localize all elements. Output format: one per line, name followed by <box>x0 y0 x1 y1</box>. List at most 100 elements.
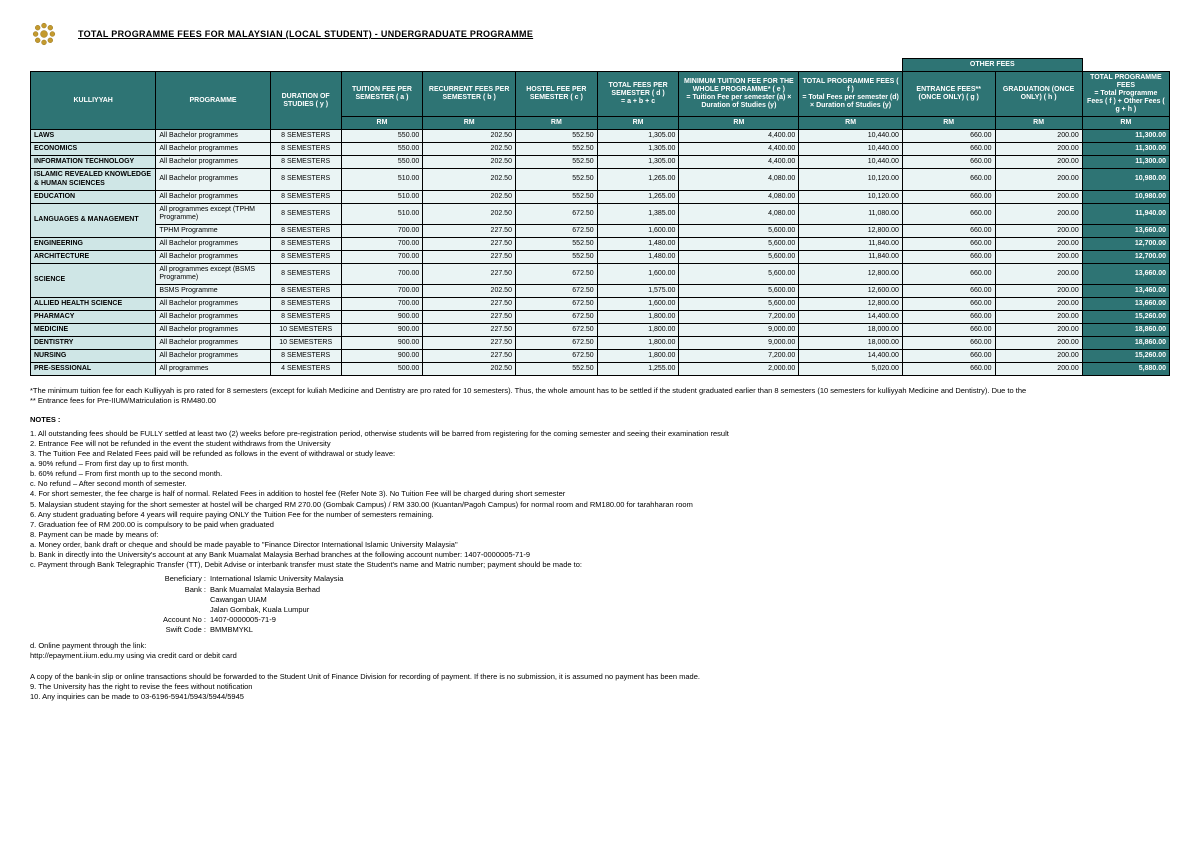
note-line: 8. Payment can be made by means of: <box>30 530 1170 540</box>
graduation-cell: 200.00 <box>995 237 1082 250</box>
tuition-cell: 550.00 <box>341 130 423 143</box>
note-line: 9. The University has the right to revis… <box>30 682 1170 692</box>
fees-table: OTHER FEES KULLIYYAH PROGRAMME DURATION … <box>30 58 1170 376</box>
kulliyyah-cell: ALLIED HEALTH SCIENCE <box>31 297 156 310</box>
total-sem-cell: 1,265.00 <box>597 190 679 203</box>
duration-cell: 8 SEMESTERS <box>270 284 341 297</box>
recurrent-cell: 202.50 <box>423 363 516 376</box>
table-row: LANGUAGES & MANAGEMENTAll programmes exc… <box>31 203 1170 224</box>
min-tuition-cell: 5,600.00 <box>679 250 799 263</box>
min-tuition-cell: 7,200.00 <box>679 350 799 363</box>
col-total-prog-fees: TOTAL PROGRAMME FEES ( f ) = Total Fees … <box>799 72 903 117</box>
kulliyyah-cell: SCIENCE <box>31 263 156 297</box>
table-row: INFORMATION TECHNOLOGYAll Bachelor progr… <box>31 156 1170 169</box>
recurrent-cell: 202.50 <box>423 130 516 143</box>
total-prog-fees-cell: 11,080.00 <box>799 203 903 224</box>
duration-cell: 8 SEMESTERS <box>270 203 341 224</box>
total-sem-cell: 1,600.00 <box>597 297 679 310</box>
table-row: PHARMACYAll Bachelor programmes8 SEMESTE… <box>31 311 1170 324</box>
note-line: d. Online payment through the link: <box>30 641 1170 651</box>
col-tuition: TUITION FEE PER SEMESTER ( a ) <box>341 72 423 117</box>
min-tuition-cell: 9,000.00 <box>679 337 799 350</box>
kulliyyah-cell: MEDICINE <box>31 324 156 337</box>
tpf-cell: 12,700.00 <box>1082 250 1169 263</box>
kulliyyah-cell: INFORMATION TECHNOLOGY <box>31 156 156 169</box>
graduation-cell: 200.00 <box>995 203 1082 224</box>
recurrent-cell: 227.50 <box>423 237 516 250</box>
table-row: NURSINGAll Bachelor programmes8 SEMESTER… <box>31 350 1170 363</box>
table-row: ARCHITECTUREAll Bachelor programmes8 SEM… <box>31 250 1170 263</box>
entrance-cell: 660.00 <box>902 363 995 376</box>
programme-cell: All programmes except (BSMS Programme) <box>156 263 270 284</box>
graduation-cell: 200.00 <box>995 190 1082 203</box>
tuition-cell: 700.00 <box>341 224 423 237</box>
note-line: c. No refund – After second month of sem… <box>30 479 1170 489</box>
kulliyyah-cell: ARCHITECTURE <box>31 250 156 263</box>
footnote-star1: *The minimum tuition fee for each Kulliy… <box>30 386 1170 396</box>
duration-cell: 8 SEMESTERS <box>270 130 341 143</box>
tpf-cell: 10,980.00 <box>1082 169 1169 190</box>
min-tuition-cell: 5,600.00 <box>679 224 799 237</box>
entrance-cell: 660.00 <box>902 324 995 337</box>
programme-cell: All Bachelor programmes <box>156 350 270 363</box>
col-hostel: HOSTEL FEE PER SEMESTER ( c ) <box>515 72 597 117</box>
footnotes: *The minimum tuition fee for each Kulliy… <box>30 386 1170 702</box>
entrance-cell: 660.00 <box>902 130 995 143</box>
tuition-cell: 900.00 <box>341 324 423 337</box>
tpf-cell: 11,300.00 <box>1082 143 1169 156</box>
tpf-cell: 11,940.00 <box>1082 203 1169 224</box>
total-sem-cell: 1,600.00 <box>597 263 679 284</box>
duration-cell: 4 SEMESTERS <box>270 363 341 376</box>
tpf-cell: 10,980.00 <box>1082 190 1169 203</box>
table-row: PRE-SESSIONALAll programmes4 SEMESTERS50… <box>31 363 1170 376</box>
total-prog-fees-cell: 10,440.00 <box>799 143 903 156</box>
graduation-cell: 200.00 <box>995 224 1082 237</box>
duration-cell: 10 SEMESTERS <box>270 324 341 337</box>
total-prog-fees-cell: 10,120.00 <box>799 190 903 203</box>
tuition-cell: 900.00 <box>341 350 423 363</box>
hostel-cell: 552.50 <box>515 169 597 190</box>
tpf-cell: 13,660.00 <box>1082 297 1169 310</box>
duration-cell: 8 SEMESTERS <box>270 143 341 156</box>
min-tuition-cell: 2,000.00 <box>679 363 799 376</box>
table-row: ALLIED HEALTH SCIENCEAll Bachelor progra… <box>31 297 1170 310</box>
recurrent-cell: 227.50 <box>423 337 516 350</box>
tuition-cell: 700.00 <box>341 297 423 310</box>
entrance-cell: 660.00 <box>902 350 995 363</box>
kulliyyah-cell: PHARMACY <box>31 311 156 324</box>
hostel-cell: 672.50 <box>515 224 597 237</box>
min-tuition-cell: 4,400.00 <box>679 143 799 156</box>
kulliyyah-cell: ECONOMICS <box>31 143 156 156</box>
recurrent-cell: 227.50 <box>423 311 516 324</box>
entrance-cell: 660.00 <box>902 169 995 190</box>
kulliyyah-cell: ENGINEERING <box>31 237 156 250</box>
total-sem-cell: 1,480.00 <box>597 250 679 263</box>
recurrent-cell: 202.50 <box>423 284 516 297</box>
tuition-cell: 900.00 <box>341 311 423 324</box>
note-line: 2. Entrance Fee will not be refunded in … <box>30 439 1170 449</box>
total-sem-cell: 1,385.00 <box>597 203 679 224</box>
entrance-cell: 660.00 <box>902 311 995 324</box>
programme-cell: All Bachelor programmes <box>156 311 270 324</box>
tpf-cell: 18,860.00 <box>1082 324 1169 337</box>
programme-cell: TPHM Programme <box>156 224 270 237</box>
total-sem-cell: 1,480.00 <box>597 237 679 250</box>
entrance-cell: 660.00 <box>902 263 995 284</box>
total-sem-cell: 1,305.00 <box>597 143 679 156</box>
recurrent-cell: 202.50 <box>423 190 516 203</box>
programme-cell: All Bachelor programmes <box>156 190 270 203</box>
kulliyyah-cell: NURSING <box>31 350 156 363</box>
total-prog-fees-cell: 14,400.00 <box>799 350 903 363</box>
recurrent-cell: 227.50 <box>423 224 516 237</box>
graduation-cell: 200.00 <box>995 156 1082 169</box>
graduation-cell: 200.00 <box>995 143 1082 156</box>
graduation-cell: 200.00 <box>995 324 1082 337</box>
programme-cell: All programmes <box>156 363 270 376</box>
hostel-cell: 552.50 <box>515 190 597 203</box>
note-line: c. Payment through Bank Telegraphic Tran… <box>30 560 1170 570</box>
entrance-cell: 660.00 <box>902 284 995 297</box>
programme-cell: BSMS Programme <box>156 284 270 297</box>
tuition-cell: 500.00 <box>341 363 423 376</box>
total-sem-cell: 1,305.00 <box>597 130 679 143</box>
tuition-cell: 550.00 <box>341 156 423 169</box>
